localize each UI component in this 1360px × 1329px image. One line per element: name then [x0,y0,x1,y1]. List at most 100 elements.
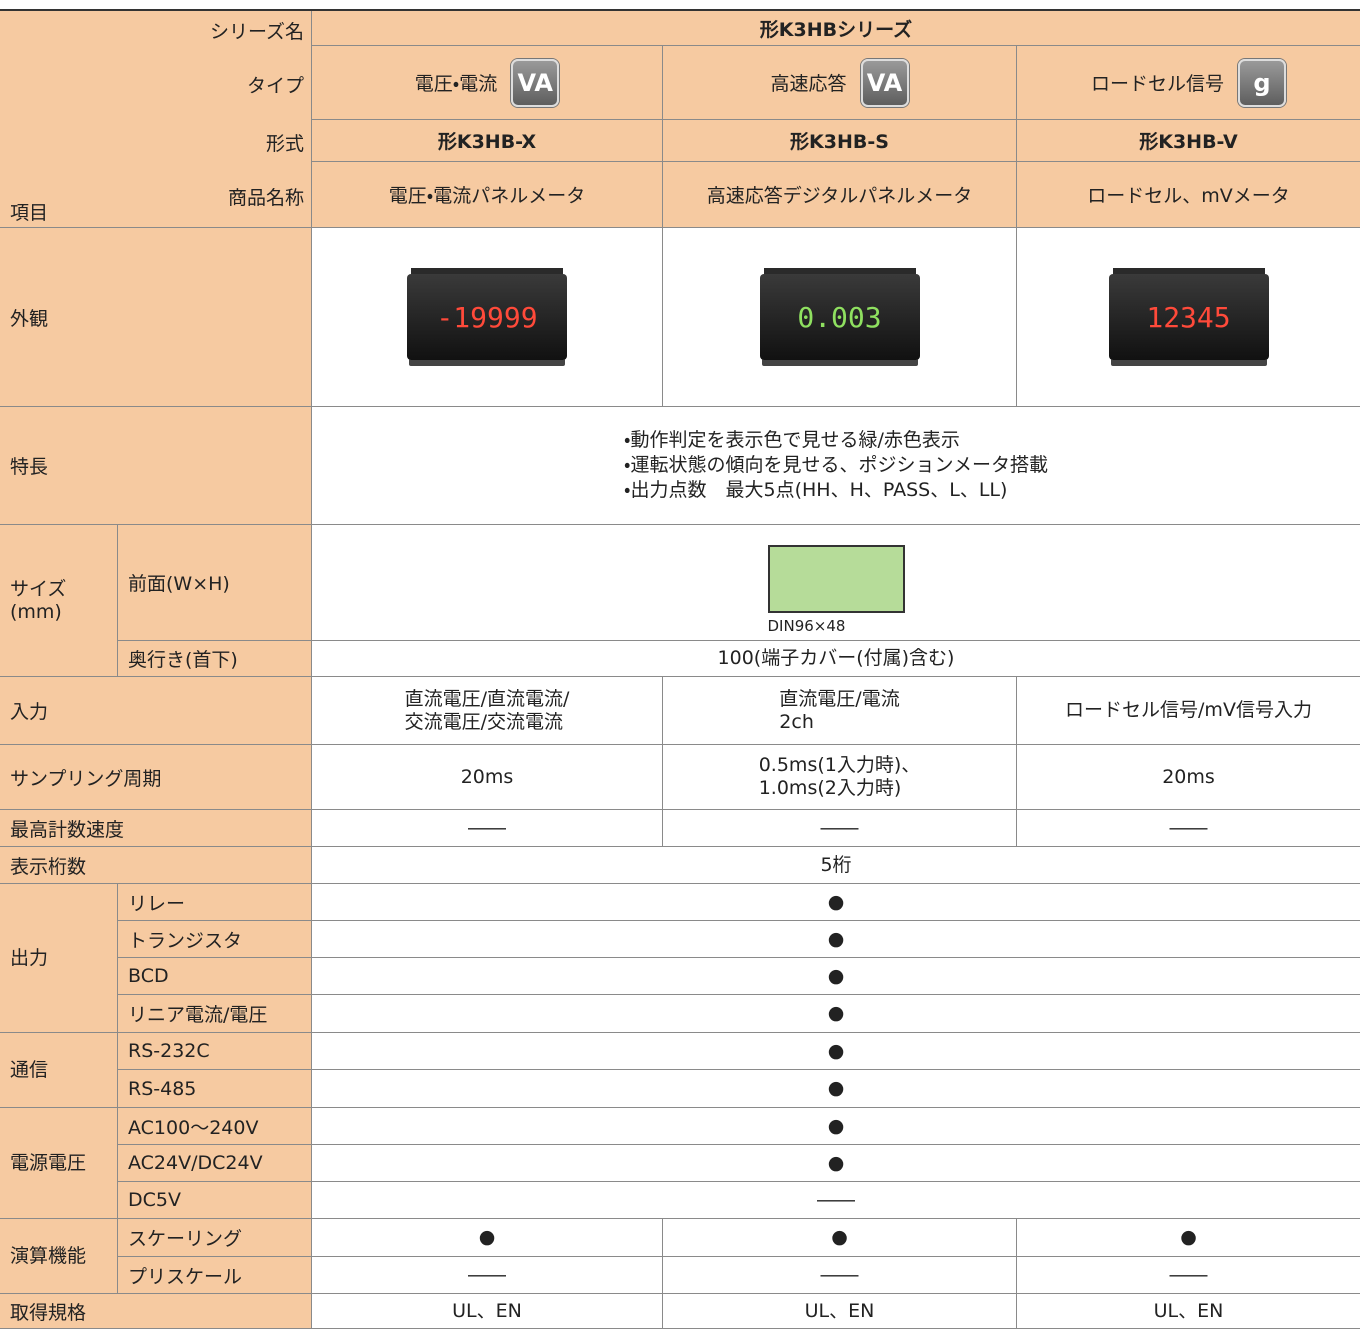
row-label: スケーリング [128,1228,243,1250]
corner-label: 項目 [10,202,49,224]
product-name-cell: 高速応答デジタルパネルメータ [663,162,1017,228]
row-label-cell: 最高計数速度 [0,810,312,847]
device-image: -19999 [407,274,567,360]
din-label: DIN96×48 [767,616,846,635]
value-text: ―― [817,1188,855,1211]
value-cell: ● [312,958,1360,995]
row-label-cell: リレー [118,884,312,921]
type-cell: ロードセル信号 g [1017,46,1360,120]
group-label-cell: 電源電圧 [0,1108,118,1219]
feature-line: ・運転状態の傾向を見せる、ポジションメータ搭載 [624,454,1048,477]
value-cell: ―― [663,810,1017,847]
value-cell: 直流電圧/直流電流/ 交流電圧/交流電流 [312,677,663,745]
value-text: 直流電圧/電流 2ch [779,687,900,733]
product-name: 電圧・電流パネルメータ [388,185,586,207]
value-cell: ● [1017,1219,1360,1257]
value-text: ● [827,964,845,987]
row-label-cell: リニア電流/電圧 [118,995,312,1033]
value-cell: ● [312,995,1360,1033]
device-image: 12345 [1108,274,1269,360]
row-label: 外観 [10,307,49,330]
value-text: ―― [820,1263,859,1286]
series-name: 形K3HBシリーズ [759,18,913,41]
value-cell: ● [312,884,1360,921]
row-label: 入力 [10,701,49,723]
device-image: 0.003 [759,274,920,360]
group-label-cell: 演算機能 [0,1219,118,1294]
row-label: 奥行き(首下) [128,649,238,671]
device-display: -19999 [436,300,538,334]
value-text: 5桁 [820,853,852,876]
row-label: 最高計数速度 [10,818,125,841]
type-cell: 高速応答 VA [663,46,1017,120]
row-label-cell: 奥行き(首下) [118,641,312,677]
row-label: サンプリング周期 [10,767,162,790]
row-label: DC5V [128,1189,181,1211]
group-label: 演算機能 [10,1244,87,1267]
row-label-cell: BCD [118,958,312,995]
din-wrap: DIN96×48 [767,544,905,635]
value-text: ● [827,927,845,950]
value-cell: ―― [312,1182,1360,1219]
value-text: ● [831,1226,848,1249]
type-label: 高速応答 [770,73,847,95]
value-text: ―― [468,1263,506,1286]
model-name: 形K3HB-V [1139,131,1238,153]
row-label: BCD [128,965,169,987]
header-label: タイプ [246,75,304,97]
value-text: ―― [820,816,859,839]
value-text: ―― [1169,1263,1208,1286]
row-label: トランジスタ [128,929,243,952]
value-text: ロードセル信号/mV信号入力 [1065,699,1312,722]
model-cell: 形K3HB-S [663,120,1017,162]
appearance-cell: -19999 [312,228,663,407]
device-display: 12345 [1146,300,1231,334]
group-label: サイズ (mm) [10,577,67,623]
value-text: UL、EN [452,1299,522,1322]
value-text: 直流電圧/直流電流/ 交流電圧/交流電流 [404,687,570,733]
value-cell: 100(端子カバー(付属)含む) [312,641,1360,677]
type-icon: VA [860,58,909,107]
row-label: AC24V/DC24V [128,1152,263,1174]
row-label-cell: AC24V/DC24V [118,1145,312,1182]
product-name: 高速応答デジタルパネルメータ [706,185,973,207]
value-text: ―― [468,816,506,839]
value-text: 20ms [1162,765,1215,788]
value-cell: 直流電圧/電流 2ch [663,677,1017,745]
header-label: 商品名称 [227,187,304,209]
value-cell: 0.5ms(1入力時)、 1.0ms(2入力時) [663,745,1017,810]
appearance-cell: 12345 [1017,228,1360,407]
value-text: UL、EN [1153,1299,1224,1322]
appearance-cell: 0.003 [663,228,1017,407]
value-text: 100(端子カバー(付属)含む) [717,647,955,670]
row-label: RS-485 [128,1077,197,1100]
row-label: 表示桁数 [10,855,87,878]
group-label-cell: サイズ (mm) [0,525,118,677]
row-label-cell: 入力 [0,677,312,745]
product-name-cell: 電圧・電流パネルメータ [312,162,663,228]
row-label: AC100〜240V [128,1116,259,1139]
feature-line: ・動作判定を表示色で見せる緑/赤色表示 [624,429,960,452]
value-text: ● [827,890,845,913]
row-label-cell: RS-485 [118,1070,312,1108]
group-label: 電源電圧 [10,1151,87,1174]
value-cell: 5桁 [312,847,1360,884]
model-cell: 形K3HB-V [1017,120,1360,162]
row-label-cell: 特長 [0,407,312,525]
group-label: 通信 [10,1058,49,1081]
value-text: ● [1180,1226,1197,1249]
model-cell: 形K3HB-X [312,120,663,162]
value-cell: ● [312,1145,1360,1182]
type-label: 電圧・電流 [414,73,498,95]
value-cell: UL、EN [663,1294,1017,1329]
group-label-cell: 出力 [0,884,118,1033]
row-label-cell: トランジスタ [118,921,312,958]
value-cell: UL、EN [312,1294,663,1329]
value-text: ● [827,1039,845,1062]
value-cell: ● [312,921,1360,958]
header-label: シリーズ名 [209,20,304,43]
value-cell: ―― [1017,810,1360,847]
features-list: ・動作判定を表示色で見せる緑/赤色表示 ・運転状態の傾向を見せる、ポジションメータ… [624,428,1048,502]
value-text: ● [827,1114,845,1137]
row-label-cell: スケーリング [118,1219,312,1257]
